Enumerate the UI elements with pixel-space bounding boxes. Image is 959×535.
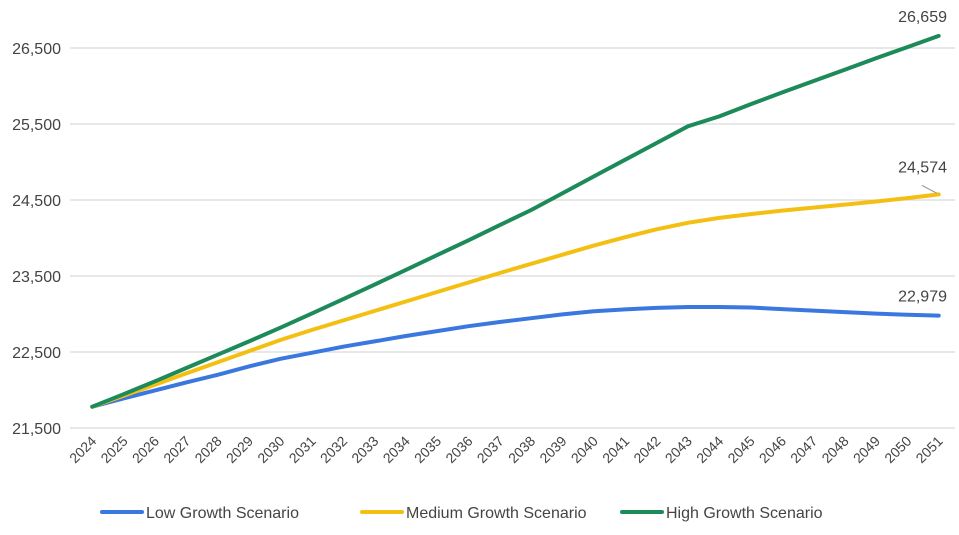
legend-label: Medium Growth Scenario xyxy=(406,505,587,522)
y-axis: 21,500 22,500 23,500 24,500 25,500 26,500 xyxy=(12,41,61,438)
x-tick-label: 2043 xyxy=(662,433,695,466)
x-tick-label: 2046 xyxy=(756,433,789,466)
x-tick-label: 2025 xyxy=(97,433,130,466)
y-tick-label: 25,500 xyxy=(12,117,61,134)
data-label-end: 26,659 xyxy=(898,9,947,26)
x-tick-label: 2030 xyxy=(254,433,287,466)
x-tick-label: 2037 xyxy=(474,433,507,466)
legend: Low Growth Scenario Medium Growth Scenari… xyxy=(100,505,823,522)
data-label-end: 24,574 xyxy=(898,159,947,176)
leader-line xyxy=(921,184,938,194)
gridlines xyxy=(70,47,955,429)
y-tick-label: 24,500 xyxy=(12,193,61,210)
x-tick-label: 2050 xyxy=(881,433,914,466)
x-tick-label: 2024 xyxy=(66,433,99,466)
x-tick-label: 2044 xyxy=(693,433,726,466)
x-tick-label: 2029 xyxy=(223,433,256,466)
x-tick-label: 2034 xyxy=(380,433,413,466)
series-lines xyxy=(90,33,941,409)
x-tick-label: 2031 xyxy=(286,433,319,466)
x-tick-label: 2036 xyxy=(442,433,475,466)
x-axis: 2024202520262027202820292030203120322033… xyxy=(66,433,946,466)
x-tick-label: 2049 xyxy=(850,433,883,466)
series-line-1 xyxy=(90,192,941,409)
x-tick-label: 2026 xyxy=(129,433,162,466)
series-line-0 xyxy=(90,305,941,409)
x-tick-label: 2038 xyxy=(505,433,538,466)
x-tick-label: 2047 xyxy=(787,433,820,466)
x-tick-label: 2039 xyxy=(536,433,569,466)
x-tick-label: 2040 xyxy=(568,433,601,466)
x-tick-label: 2048 xyxy=(818,433,851,466)
legend-label: Low Growth Scenario xyxy=(146,505,299,522)
x-tick-label: 2033 xyxy=(348,433,381,466)
data-labels: 22,979 24,574 26,659 xyxy=(898,9,947,306)
y-tick-label: 22,500 xyxy=(12,345,61,362)
x-tick-label: 2027 xyxy=(160,433,193,466)
x-tick-label: 2035 xyxy=(411,433,444,466)
x-tick-label: 2051 xyxy=(912,433,945,466)
x-tick-label: 2042 xyxy=(630,433,663,466)
y-tick-label: 23,500 xyxy=(12,269,61,286)
x-tick-label: 2032 xyxy=(317,433,350,466)
legend-label: High Growth Scenario xyxy=(666,505,823,522)
x-tick-label: 2045 xyxy=(724,433,757,466)
series-line-2 xyxy=(90,33,941,409)
y-tick-label: 26,500 xyxy=(12,41,61,58)
x-tick-label: 2041 xyxy=(599,433,632,466)
x-tick-label: 2028 xyxy=(191,433,224,466)
y-tick-label: 21,500 xyxy=(12,421,61,438)
data-label-end: 22,979 xyxy=(898,289,947,306)
